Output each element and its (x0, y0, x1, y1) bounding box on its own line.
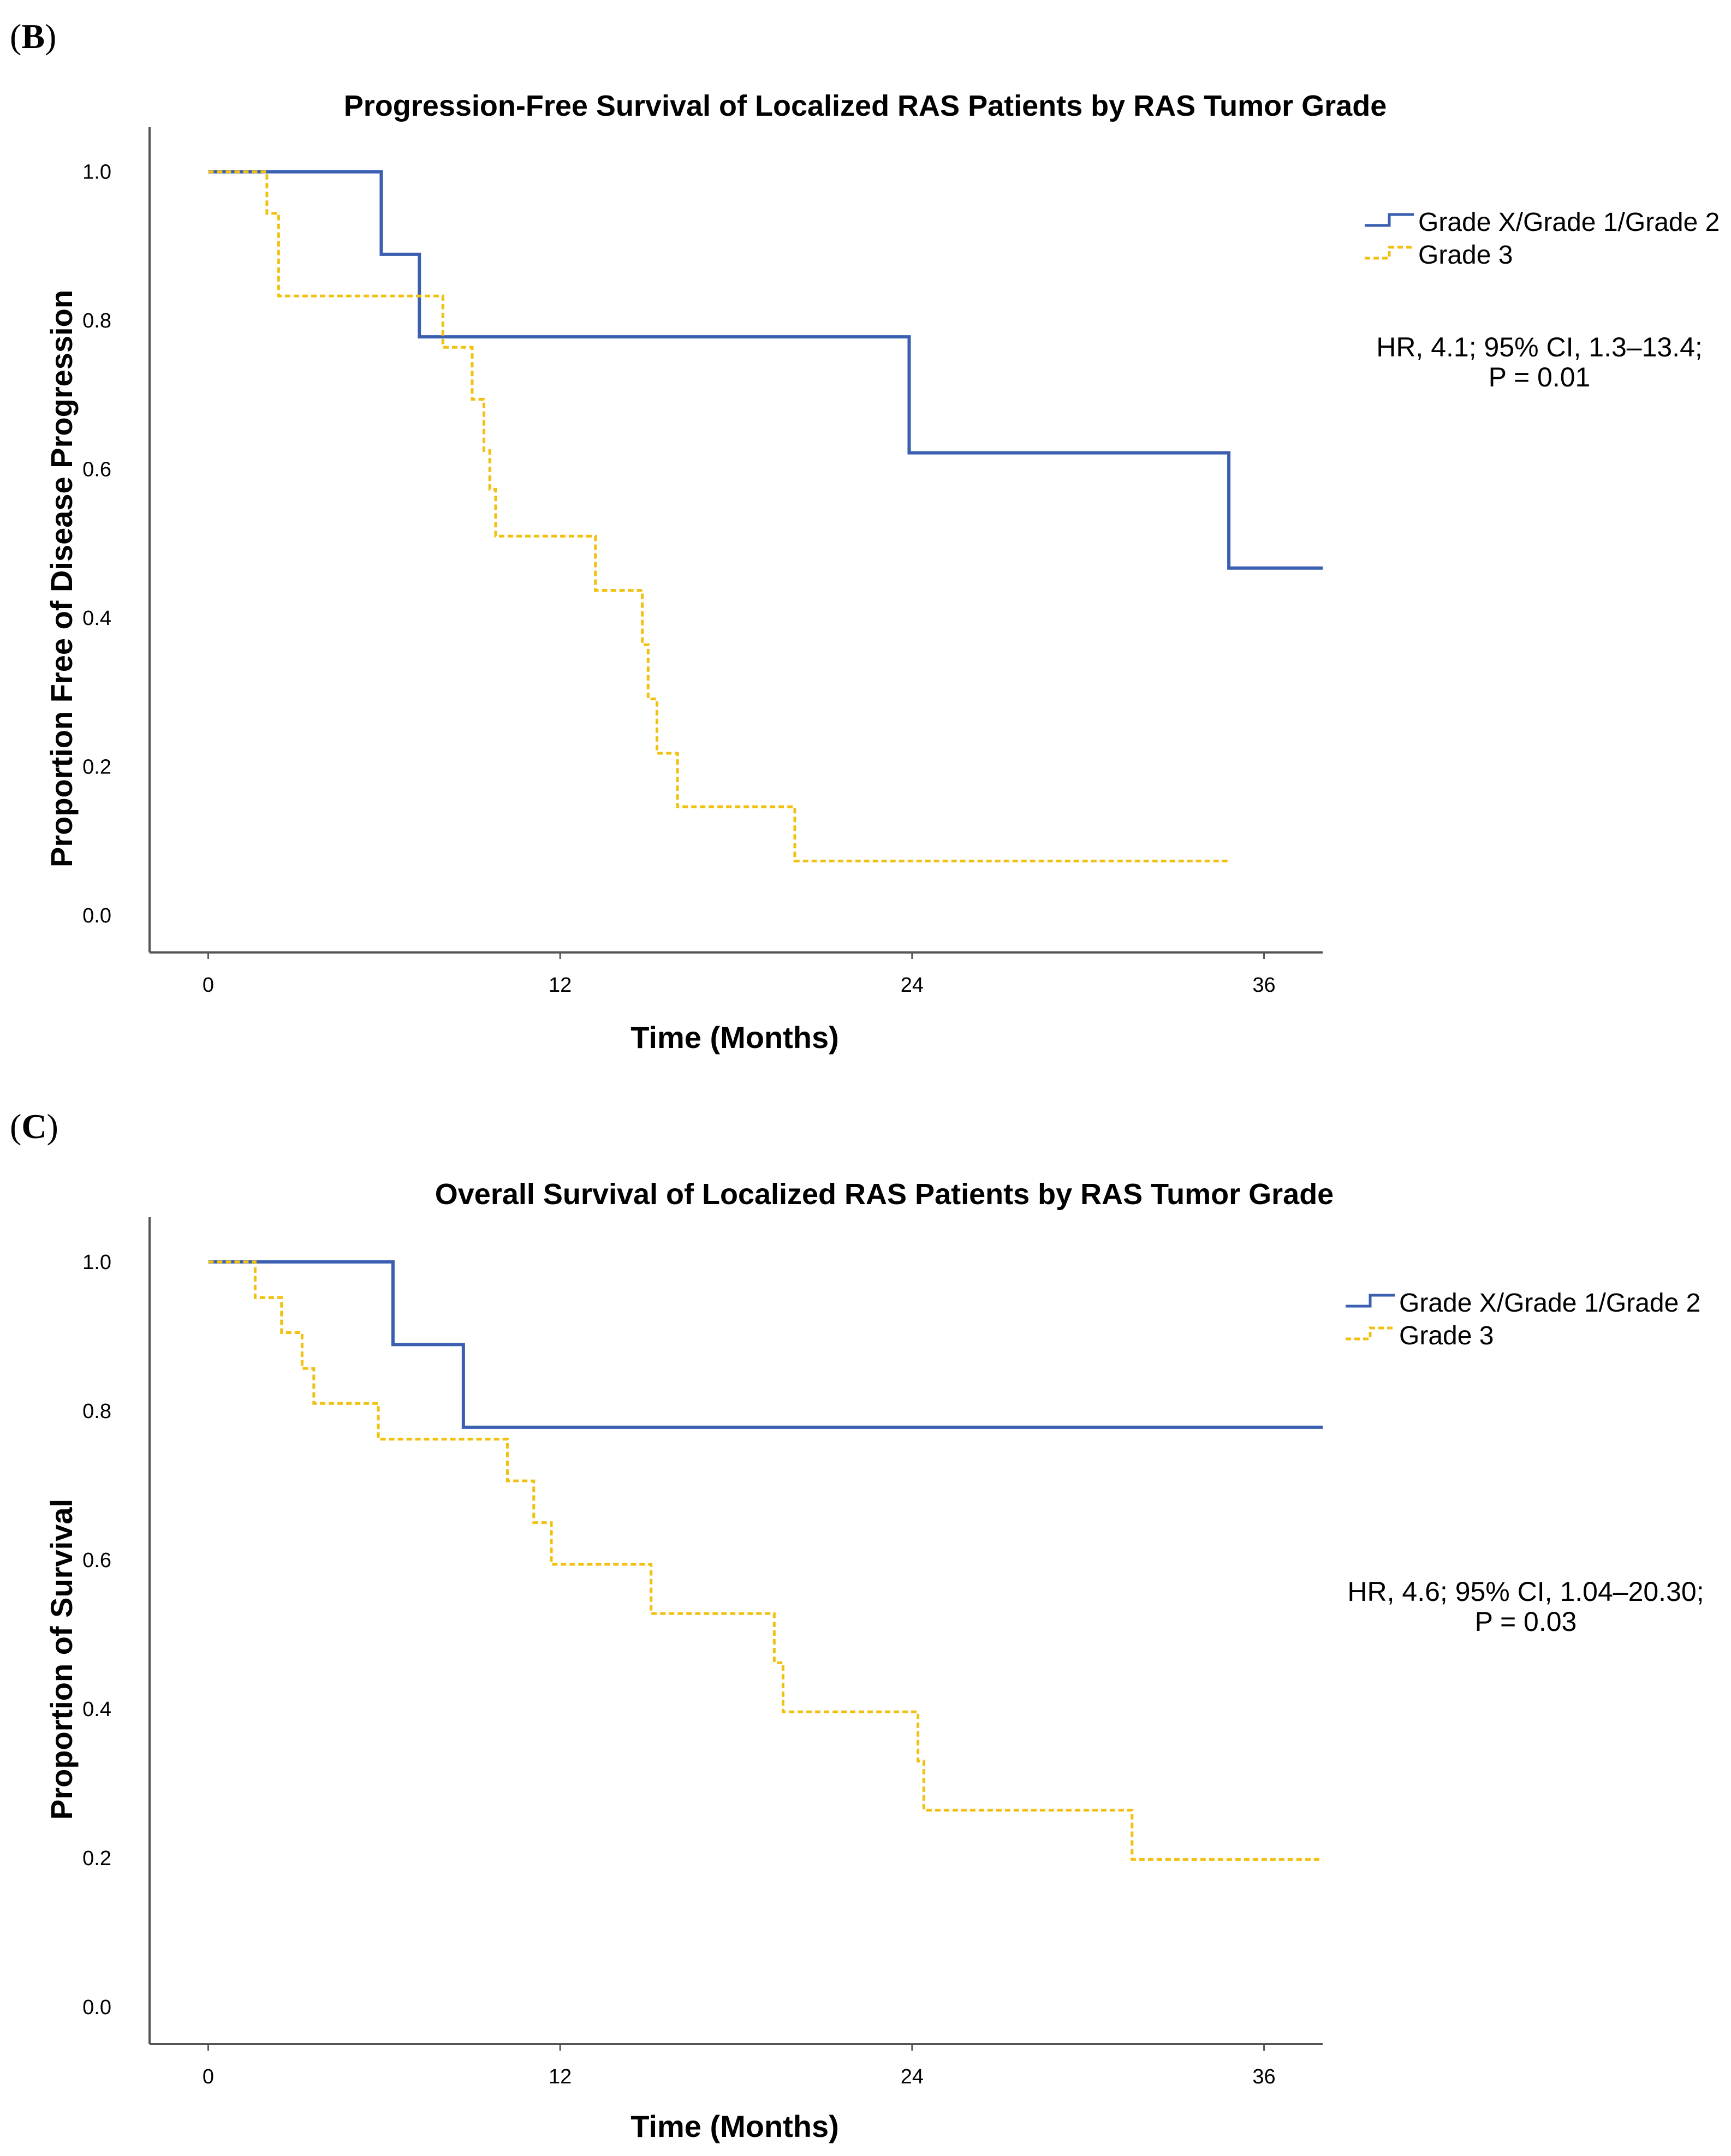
panel-b-y-axis-title: Proportion Free of Disease Progression (44, 290, 79, 867)
panel-b-y-tick-label: 1.0 (82, 161, 111, 184)
panel-b-hr-annotation-line1: HR, 4.1; 95% CI, 1.3–13.4; (1376, 332, 1703, 362)
panel-b-hr-annotation-line2: P = 0.01 (1489, 362, 1591, 392)
panel-c-x-tick-label: 0 (203, 2065, 214, 2088)
panel-b-legend: Grade X/Grade 1/Grade 2 Grade 3 (1365, 208, 1720, 270)
panel-b-y-tick-label: 0.8 (82, 309, 111, 332)
panel-b: (B) Progression-Free Survival of Localiz… (10, 17, 1720, 1055)
panel-c-legend-swatch-grade-low (1346, 1294, 1395, 1308)
panel-c-label: (C) (10, 1107, 58, 1146)
panel-c-y-tick-label: 0.6 (82, 1549, 111, 1572)
panel-b-x-axis-title: Time (Months) (630, 1020, 839, 1055)
panel-b-curve-grade-3 (208, 170, 1229, 862)
panel-b-x-tick-label: 0 (203, 974, 214, 997)
panel-c-curve-grade-3 (208, 1260, 1323, 1861)
panel-c-x-tick-label: 36 (1252, 2065, 1275, 2088)
panel-b-curves (208, 170, 1323, 862)
panel-b-letter: B (21, 17, 45, 56)
panel-c: (C) Overall Survival of Localized RAS Pa… (10, 1107, 1704, 2143)
panel-c-ticks: 0.0 0.2 0.4 0.6 0.8 1.0 0 12 24 36 (82, 1251, 1276, 2088)
panel-b-x-tick-label: 36 (1252, 974, 1275, 997)
panel-b-title: Progression-Free Survival of Localized R… (344, 90, 1387, 122)
panel-c-legend-swatch-grade-3 (1346, 1326, 1395, 1341)
panel-c-curve-grade-low (208, 1260, 1323, 1429)
panel-b-x-tick-label: 12 (549, 974, 572, 997)
panel-c-y-axis-title: Proportion of Survival (44, 1499, 79, 1820)
panel-b-legend-label-grade-3: Grade 3 (1418, 241, 1513, 270)
panel-c-legend: Grade X/Grade 1/Grade 2 Grade 3 (1346, 1289, 1700, 1350)
panel-c-y-tick-label: 1.0 (82, 1251, 111, 1274)
panel-b-y-tick-label: 0.6 (82, 458, 111, 481)
panel-b-legend-swatch-grade-3 (1365, 246, 1414, 260)
panel-b-legend-label-grade-low: Grade X/Grade 1/Grade 2 (1418, 208, 1720, 237)
panel-b-x-tick-label: 24 (901, 974, 924, 997)
panel-c-y-tick-label: 0.2 (82, 1847, 111, 1870)
panel-c-y-tick-label: 0.4 (82, 1698, 111, 1721)
panel-b-curve-grade-low (208, 170, 1323, 570)
panel-c-title: Overall Survival of Localized RAS Patien… (435, 1178, 1334, 1211)
panel-b-y-tick-label: 0.0 (82, 904, 111, 927)
panel-c-letter: C (21, 1107, 46, 1146)
panel-c-curves (208, 1260, 1323, 1861)
panel-c-legend-label-grade-low: Grade X/Grade 1/Grade 2 (1399, 1289, 1700, 1318)
panel-c-hr-annotation-line2: P = 0.03 (1475, 1606, 1577, 1637)
panel-b-y-tick-label: 0.4 (82, 607, 111, 630)
panel-c-x-tick-label: 24 (901, 2065, 924, 2088)
panel-c-y-tick-label: 0.8 (82, 1400, 111, 1423)
panel-c-x-axis-title: Time (Months) (630, 2109, 839, 2143)
panel-b-y-tick-label: 0.2 (82, 755, 111, 778)
panel-c-y-tick-label: 0.0 (82, 1996, 111, 2019)
panel-c-hr-annotation-line1: HR, 4.6; 95% CI, 1.04–20.30; (1347, 1576, 1704, 1607)
panel-c-legend-label-grade-3: Grade 3 (1399, 1321, 1494, 1350)
panel-b-legend-swatch-grade-low (1365, 213, 1414, 227)
panel-b-label: (B) (10, 17, 56, 56)
panel-b-ticks: 0.0 0.2 0.4 0.6 0.8 1.0 0 12 24 36 (82, 161, 1276, 997)
panel-c-x-tick-label: 12 (549, 2065, 572, 2088)
